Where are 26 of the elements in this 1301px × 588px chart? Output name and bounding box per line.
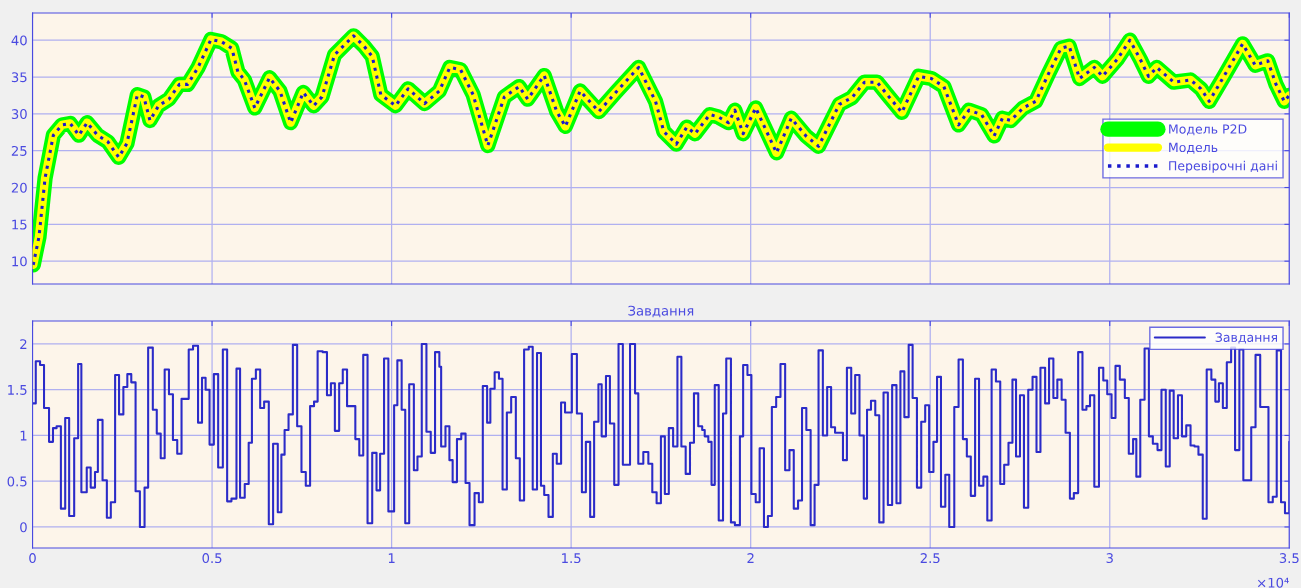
x-tick-label: 1	[388, 553, 395, 563]
x-tick-label: 0.5	[202, 553, 222, 564]
chart-title: Завдання	[628, 305, 694, 318]
y-tick-label: 2	[20, 339, 27, 349]
y-tick-label: 10	[12, 256, 27, 267]
y-tick-label: 0	[20, 522, 27, 533]
y-tick-label: 0.5	[7, 476, 27, 487]
y-tick-label: 30	[11, 109, 27, 120]
y-tick-label: 25	[11, 145, 27, 156]
x-tick-label: 0	[29, 553, 36, 564]
x-tick-label: 3	[1106, 553, 1113, 564]
legend-label: Модель P2D	[1169, 124, 1247, 136]
x-tick-label: 2	[747, 553, 754, 563]
y-tick-label: 40	[11, 35, 27, 46]
y-tick-label: 15	[12, 219, 27, 230]
x-tick-label: 2.5	[920, 553, 940, 564]
legend-label: Модель	[1169, 142, 1218, 154]
text: ×10⁴	[1257, 577, 1289, 588]
y-tick-label: 35	[11, 72, 27, 83]
x-tick-label: 1.5	[562, 553, 581, 564]
legend-label: Перевірочні дані	[1169, 160, 1277, 173]
y-tick-label: 1.5	[8, 385, 27, 395]
x-tick-label: 3.5	[1279, 553, 1299, 564]
legend-label: Завдання	[1215, 332, 1277, 344]
y-tick-label: 1	[20, 430, 27, 441]
y-tick-label: 20	[11, 182, 27, 193]
